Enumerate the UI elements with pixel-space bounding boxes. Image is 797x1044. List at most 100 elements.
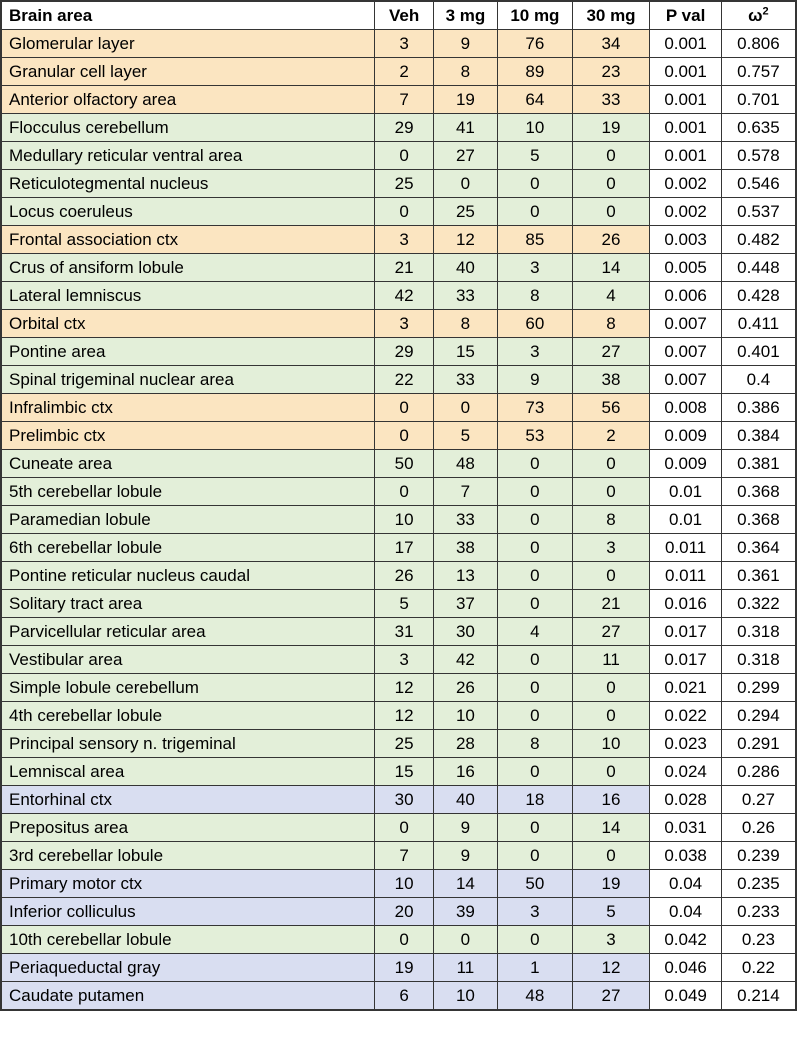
brain-area-cell: Lemniscal area — [0, 757, 376, 786]
dose-30mg-cell: 0 — [571, 141, 651, 170]
table-row: Granular cell layer 2 8 89 23 0.001 0.75… — [0, 57, 797, 86]
dose-30mg-cell: 2 — [571, 421, 651, 450]
table-row: Vestibular area 3 42 0 11 0.017 0.318 — [0, 645, 797, 674]
dose-30mg-cell: 19 — [571, 869, 651, 898]
dose-10mg-cell: 0 — [497, 477, 573, 506]
brain-area-cell: Flocculus cerebellum — [0, 113, 376, 142]
veh-cell: 0 — [374, 477, 434, 506]
omega-cell: 0.239 — [720, 841, 797, 870]
brain-area-cell: Parvicellular reticular area — [0, 617, 376, 646]
omega-cell: 0.318 — [720, 645, 797, 674]
brain-area-cell: Glomerular layer — [0, 29, 376, 58]
veh-cell: 3 — [374, 645, 434, 674]
dose-10mg-cell: 3 — [497, 897, 573, 926]
omega-cell: 0.286 — [720, 757, 797, 786]
table-row: Flocculus cerebellum 29 41 10 19 0.001 0… — [0, 113, 797, 142]
dose-10mg-cell: 0 — [497, 673, 573, 702]
pval-cell: 0.023 — [649, 729, 722, 758]
dose-30mg-cell: 0 — [571, 841, 651, 870]
dose-30mg-cell: 38 — [571, 365, 651, 394]
dose-30mg-cell: 34 — [571, 29, 651, 58]
brain-area-cell: 6th cerebellar lobule — [0, 533, 376, 562]
dose-30mg-cell: 12 — [571, 953, 651, 982]
brain-area-cell: Crus of ansiform lobule — [0, 253, 376, 282]
brain-area-cell: Anterior olfactory area — [0, 85, 376, 114]
veh-cell: 29 — [374, 113, 434, 142]
pval-cell: 0.007 — [649, 309, 722, 338]
omega-exponent: 2 — [762, 5, 769, 18]
pval-cell: 0.007 — [649, 365, 722, 394]
veh-cell: 3 — [374, 29, 434, 58]
table-row: Caudate putamen 6 10 48 27 0.049 0.214 — [0, 981, 797, 1011]
dose-30mg-cell: 5 — [571, 897, 651, 926]
omega-cell: 0.757 — [720, 57, 797, 86]
pval-cell: 0.005 — [649, 253, 722, 282]
brain-area-cell: Entorhinal ctx — [0, 785, 376, 814]
omega-cell: 0.448 — [720, 253, 797, 282]
table-row: 6th cerebellar lobule 17 38 0 3 0.011 0.… — [0, 533, 797, 562]
brain-area-cell: Spinal trigeminal nuclear area — [0, 365, 376, 394]
pval-cell: 0.006 — [649, 281, 722, 310]
table-row: Anterior olfactory area 7 19 64 33 0.001… — [0, 85, 797, 114]
dose-30mg-cell: 27 — [571, 981, 651, 1011]
dose-30mg-cell: 26 — [571, 225, 651, 254]
veh-cell: 21 — [374, 253, 434, 282]
dose-10mg-cell: 9 — [497, 365, 573, 394]
dose-10mg-cell: 3 — [497, 253, 573, 282]
omega-cell: 0.26 — [720, 813, 797, 842]
dose-3mg-cell: 37 — [432, 589, 499, 618]
pval-cell: 0.017 — [649, 645, 722, 674]
dose-10mg-cell: 53 — [497, 421, 573, 450]
pval-cell: 0.031 — [649, 813, 722, 842]
table-row: Inferior colliculus 20 39 3 5 0.04 0.233 — [0, 897, 797, 926]
table-row: Infralimbic ctx 0 0 73 56 0.008 0.386 — [0, 393, 797, 422]
veh-cell: 42 — [374, 281, 434, 310]
omega-cell: 0.384 — [720, 421, 797, 450]
dose-3mg-cell: 9 — [432, 29, 499, 58]
dose-30mg-cell: 19 — [571, 113, 651, 142]
brain-area-cell: 3rd cerebellar lobule — [0, 841, 376, 870]
veh-cell: 5 — [374, 589, 434, 618]
table-body: Glomerular layer 3 9 76 34 0.001 0.806 G… — [0, 29, 797, 1011]
brain-area-cell: 5th cerebellar lobule — [0, 477, 376, 506]
dose-3mg-cell: 27 — [432, 141, 499, 170]
brain-area-cell: Frontal association ctx — [0, 225, 376, 254]
table-row: Medullary reticular ventral area 0 27 5 … — [0, 141, 797, 170]
header-row: Brain area Veh 3 mg 10 mg 30 mg P val ω2 — [0, 0, 797, 30]
table-row: Paramedian lobule 10 33 0 8 0.01 0.368 — [0, 505, 797, 534]
dose-10mg-cell: 0 — [497, 505, 573, 534]
dose-10mg-cell: 0 — [497, 645, 573, 674]
table-row: Reticulotegmental nucleus 25 0 0 0 0.002… — [0, 169, 797, 198]
dose-30mg-cell: 4 — [571, 281, 651, 310]
omega-cell: 0.23 — [720, 925, 797, 954]
dose-3mg-cell: 5 — [432, 421, 499, 450]
table-row: Entorhinal ctx 30 40 18 16 0.028 0.27 — [0, 785, 797, 814]
omega-cell: 0.401 — [720, 337, 797, 366]
col-header-veh: Veh — [374, 0, 434, 30]
brain-area-cell: Prelimbic ctx — [0, 421, 376, 450]
dose-10mg-cell: 60 — [497, 309, 573, 338]
veh-cell: 7 — [374, 85, 434, 114]
brain-area-cell: Inferior colliculus — [0, 897, 376, 926]
dose-30mg-cell: 23 — [571, 57, 651, 86]
veh-cell: 0 — [374, 197, 434, 226]
col-header-brain-area: Brain area — [0, 0, 376, 30]
col-header-pval: P val — [649, 0, 722, 30]
dose-10mg-cell: 8 — [497, 729, 573, 758]
brain-area-cell: 10th cerebellar lobule — [0, 925, 376, 954]
veh-cell: 0 — [374, 925, 434, 954]
col-header-30mg: 30 mg — [571, 0, 651, 30]
dose-30mg-cell: 0 — [571, 169, 651, 198]
omega-cell: 0.4 — [720, 365, 797, 394]
dose-3mg-cell: 42 — [432, 645, 499, 674]
pval-cell: 0.049 — [649, 981, 722, 1011]
omega-cell: 0.482 — [720, 225, 797, 254]
veh-cell: 30 — [374, 785, 434, 814]
dose-10mg-cell: 0 — [497, 533, 573, 562]
brain-area-cell: Medullary reticular ventral area — [0, 141, 376, 170]
dose-3mg-cell: 12 — [432, 225, 499, 254]
veh-cell: 19 — [374, 953, 434, 982]
dose-3mg-cell: 26 — [432, 673, 499, 702]
veh-cell: 50 — [374, 449, 434, 478]
omega-cell: 0.368 — [720, 505, 797, 534]
